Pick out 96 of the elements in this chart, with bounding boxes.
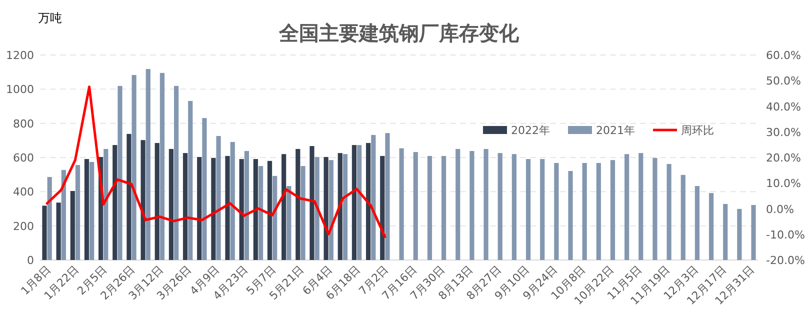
- y2-tick-label: 20.0%: [766, 152, 801, 164]
- bar: [638, 153, 644, 260]
- y2-tick-label: -20.0%: [766, 254, 805, 267]
- bar: [296, 148, 300, 260]
- bar: [371, 134, 376, 260]
- bar: [61, 170, 66, 260]
- bar: [225, 156, 230, 260]
- chart-title: 全国主要建筑钢厂库存变化: [278, 21, 520, 45]
- bar: [70, 190, 75, 260]
- bar: [610, 160, 616, 260]
- bar: [680, 174, 686, 260]
- bar: [708, 193, 714, 260]
- bar: [244, 151, 249, 260]
- bar: [300, 166, 306, 260]
- bar: [239, 159, 244, 260]
- legend-label: 周环比: [681, 124, 714, 137]
- bar: [42, 206, 47, 260]
- bar: [723, 204, 728, 260]
- bar: [154, 142, 160, 260]
- bar: [624, 154, 630, 260]
- y2-tick-label: 60.0%: [766, 49, 801, 62]
- bar: [413, 152, 418, 260]
- bar: [596, 162, 601, 260]
- bar: [652, 158, 658, 260]
- bar: [484, 148, 488, 260]
- bar: [47, 176, 52, 260]
- bar: [282, 154, 286, 260]
- y2-tick-label: 40.0%: [766, 100, 801, 114]
- bar: [140, 140, 146, 260]
- bar: [104, 148, 108, 260]
- bar: [540, 159, 545, 260]
- bar: [132, 74, 136, 260]
- bar: [385, 133, 390, 260]
- bar: [202, 118, 207, 260]
- bar: [211, 158, 216, 260]
- bar: [188, 100, 193, 260]
- bar: [352, 145, 357, 260]
- y2-tick-label: -10.0%: [766, 228, 805, 242]
- bar: [253, 159, 258, 260]
- bar: [470, 151, 474, 260]
- bar: [366, 142, 371, 260]
- bar: [751, 204, 756, 260]
- legend-label: 2021年: [596, 124, 635, 137]
- bar: [90, 162, 94, 260]
- bar: [737, 208, 742, 260]
- bar: [582, 162, 587, 260]
- bar: [694, 186, 700, 260]
- bar: [272, 176, 278, 260]
- bar: [146, 69, 150, 260]
- y2-tick-label: 10.0%: [766, 177, 801, 190]
- bar: [666, 164, 672, 260]
- bar: [357, 145, 362, 260]
- bar: [441, 156, 446, 260]
- bar: [174, 86, 179, 260]
- bar: [380, 156, 385, 260]
- bar: [512, 154, 516, 260]
- bar: [314, 156, 320, 260]
- bar: [342, 154, 348, 260]
- bar: [216, 136, 221, 260]
- bar: [197, 156, 202, 260]
- y2-tick-label: 0.0%: [766, 202, 794, 216]
- bar: [56, 202, 61, 260]
- y2-tick-label: 30.0%: [766, 126, 801, 139]
- bar: [118, 86, 122, 260]
- bar: [75, 165, 80, 260]
- bar: [456, 148, 460, 260]
- bar: [267, 160, 272, 260]
- bar: [324, 156, 328, 260]
- bar: [112, 145, 118, 260]
- bar: [160, 72, 165, 260]
- bar: [427, 156, 432, 260]
- bar: [182, 153, 188, 260]
- bar: [310, 146, 314, 260]
- bar: [168, 148, 174, 260]
- y-tick-label: 1200: [6, 49, 34, 62]
- bar: [554, 162, 559, 260]
- y-tick-label: 600: [13, 152, 34, 164]
- legend-label: 2022年: [511, 124, 550, 137]
- bar: [498, 153, 502, 260]
- bar: [84, 159, 90, 260]
- bar: [338, 153, 342, 260]
- bar: [328, 160, 334, 260]
- bar: [258, 166, 264, 260]
- y2-tick-label: 50.0%: [766, 74, 801, 88]
- y-tick-label: 200: [13, 220, 34, 233]
- bar: [568, 170, 573, 260]
- y-axis-title: 万吨: [38, 11, 62, 25]
- bar: [526, 159, 531, 260]
- y-tick-label: 1000: [6, 83, 34, 96]
- y-tick-label: 400: [13, 186, 34, 199]
- bar: [126, 134, 132, 260]
- y-tick-label: 0: [27, 254, 34, 267]
- bar: [399, 148, 404, 260]
- bar: [286, 186, 292, 260]
- y-tick-label: 800: [13, 117, 34, 130]
- bar: [230, 142, 235, 260]
